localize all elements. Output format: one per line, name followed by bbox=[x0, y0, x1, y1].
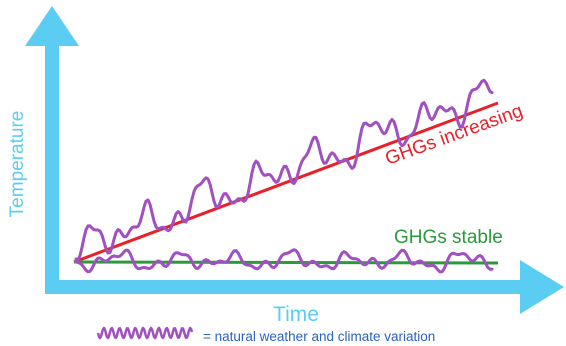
y-axis bbox=[25, 6, 79, 282]
x-axis-arrowhead bbox=[520, 260, 564, 314]
x-axis bbox=[45, 260, 564, 314]
stable-trend-line bbox=[73, 260, 499, 265]
legend-text: = natural weather and climate variation bbox=[203, 329, 435, 344]
wavy-line-icon bbox=[96, 326, 194, 340]
y-axis-label: Temperature bbox=[7, 111, 28, 218]
y-axis-arrowhead bbox=[25, 6, 79, 46]
x-axis-shaft bbox=[45, 280, 525, 294]
increasing-variation-curve bbox=[74, 78, 494, 262]
y-axis-shaft bbox=[45, 42, 59, 282]
increasing-trend-line bbox=[73, 101, 499, 264]
stable-variation-curve bbox=[74, 248, 494, 274]
x-axis-label: Time bbox=[273, 303, 319, 326]
ghgs-stable-label: GHGs stable bbox=[394, 227, 503, 248]
